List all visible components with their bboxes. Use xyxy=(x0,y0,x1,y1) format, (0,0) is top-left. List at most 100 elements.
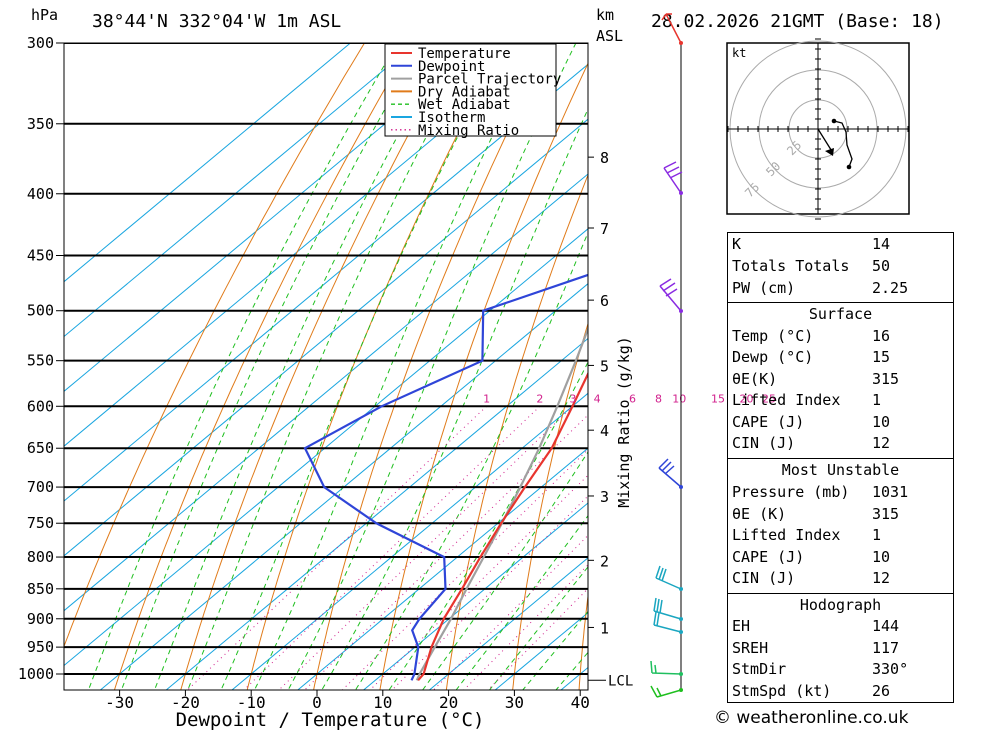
temperature-tick-label: -20 xyxy=(171,693,200,712)
temperature-tick-label: 30 xyxy=(505,693,524,712)
dry-adiabat-line xyxy=(180,43,459,690)
temperature-tick-label: 20 xyxy=(439,693,458,712)
surface-li-value: 1 xyxy=(872,391,882,409)
height-tick-label: 7 xyxy=(600,220,609,238)
mixing-ratio-label: 6 xyxy=(629,392,636,405)
storm-motion-arrow xyxy=(817,128,834,154)
sreh-value: 117 xyxy=(872,639,900,657)
hodo-row: EH 144 xyxy=(732,617,949,638)
credit-link[interactable]: © weatheronline.co.uk xyxy=(714,708,909,728)
hodograph-end-dot xyxy=(846,164,852,170)
mu-thetae-value: 315 xyxy=(872,505,900,523)
pw-label: PW (cm) xyxy=(732,279,796,297)
mixing-ratio-line xyxy=(369,474,588,690)
temperature-tick-label: 40 xyxy=(571,693,590,712)
k-index-value: 14 xyxy=(872,235,891,253)
temperature-line xyxy=(417,371,588,682)
mu-row: Lifted Index 1 xyxy=(732,526,949,547)
height-tick-label: 2 xyxy=(600,552,609,570)
pressure-tick-label: 750 xyxy=(27,514,54,532)
hodo-row: StmSpd (kt) 26 xyxy=(732,682,949,703)
surface-dewp-label: Dewp (°C) xyxy=(732,348,814,366)
storm-motion-arrowhead xyxy=(825,148,834,156)
mixing-ratio-line xyxy=(463,564,588,690)
surface-cape-value: 10 xyxy=(872,413,891,431)
height-tick-label: 6 xyxy=(600,292,609,310)
dry-adiabat-line xyxy=(64,43,366,648)
mixing-ratio-line xyxy=(341,448,588,690)
pw-value: 2.25 xyxy=(872,279,909,297)
surface-thetae-value: 315 xyxy=(872,370,900,388)
wet-adiabat-line xyxy=(220,43,507,690)
dry-adiabat-line xyxy=(246,43,505,690)
mixing-ratio-label: 3 xyxy=(569,392,576,405)
stmdir-label: StmDir xyxy=(732,660,787,678)
k-index-label: K xyxy=(732,235,742,253)
wind-dot-900 xyxy=(679,617,683,621)
height-axis: 8 7 6 5 4 3 2 1 LCL xyxy=(588,149,633,689)
surface-temp-value: 16 xyxy=(872,327,891,345)
pressure-tick-label: 800 xyxy=(27,548,54,566)
most-unstable-title: Most Unstable xyxy=(781,461,900,479)
wind-dot-300 xyxy=(679,41,683,45)
hodo-row: StmDir 330° xyxy=(732,660,949,681)
mu-cape-label: CAPE (J) xyxy=(732,548,805,566)
plot-frame xyxy=(63,42,589,691)
wet-adiabat-line xyxy=(455,514,588,690)
pressure-tick-label: 1000 xyxy=(18,665,54,683)
totals-totals-label: Totals Totals xyxy=(732,257,850,275)
temperature-tick-label: -30 xyxy=(105,693,134,712)
wet-adiabat-line xyxy=(522,610,588,690)
isotherm-line xyxy=(165,337,588,690)
profiles xyxy=(303,273,588,682)
separator xyxy=(728,302,953,303)
isotherm-line xyxy=(362,502,588,690)
wind-barb-300 xyxy=(661,13,682,44)
hodograph-trace xyxy=(833,120,853,168)
surface-row: Temp (°C) 16 xyxy=(732,327,949,348)
isotherm-line xyxy=(64,43,417,338)
wind-dot-500 xyxy=(679,309,683,313)
height-tick-label: 5 xyxy=(600,357,609,375)
height-tick-label: 1 xyxy=(600,619,609,637)
hodograph-ticks xyxy=(727,38,909,220)
surface-thetae-label: θE(K) xyxy=(732,370,778,388)
wind-barb-500 xyxy=(659,278,682,312)
eh-value: 144 xyxy=(872,617,900,635)
temperature-tick-label: 10 xyxy=(373,693,392,712)
mixing-ratio-label: 8 xyxy=(655,392,662,405)
wet-adiabat-line xyxy=(388,361,588,690)
pw-row: PW (cm) 2.25 xyxy=(732,279,949,300)
surface-title: Surface xyxy=(808,305,873,323)
legend-label: Mixing Ratio xyxy=(418,123,519,139)
pressure-tick-label: 700 xyxy=(27,478,54,496)
pressure-tick-label: 500 xyxy=(27,302,54,320)
hodograph-box-title: Hodograph xyxy=(799,596,882,614)
wet-adiabat-line xyxy=(120,43,424,690)
mu-cin-value: 12 xyxy=(872,569,891,587)
k-index-row: K 14 xyxy=(732,235,949,256)
mixing-ratio-line xyxy=(278,405,574,690)
stmspd-value: 26 xyxy=(872,682,891,700)
pressure-tick-label: 300 xyxy=(27,34,54,52)
wind-barb-850 xyxy=(655,565,682,590)
legend-label: Wet Adiabat xyxy=(418,97,511,113)
hodo-row: SREH 117 xyxy=(732,639,949,660)
mu-row: CIN (J) 12 xyxy=(732,569,949,590)
wet-adiabat-line xyxy=(354,231,588,690)
pressure-tick-label: 900 xyxy=(27,610,54,628)
km-unit-label: km xyxy=(596,6,614,24)
wet-adiabat-line xyxy=(87,43,398,690)
height-tick-label: 8 xyxy=(600,149,609,167)
wind-barb-1000 xyxy=(650,660,682,675)
mixing-ratio-label: 2 xyxy=(536,392,543,405)
wet-adiabat-line xyxy=(254,43,540,690)
hodograph-start-dot xyxy=(831,118,837,124)
mixing-ratio-label: 1 xyxy=(483,392,490,405)
wind-barb-925 xyxy=(653,611,682,633)
mu-li-label: Lifted Index xyxy=(732,526,841,544)
dry-adiabat-line xyxy=(313,43,552,690)
mixing-ratio-line xyxy=(432,534,588,690)
mu-pressure-label: Pressure (mb) xyxy=(732,483,850,501)
